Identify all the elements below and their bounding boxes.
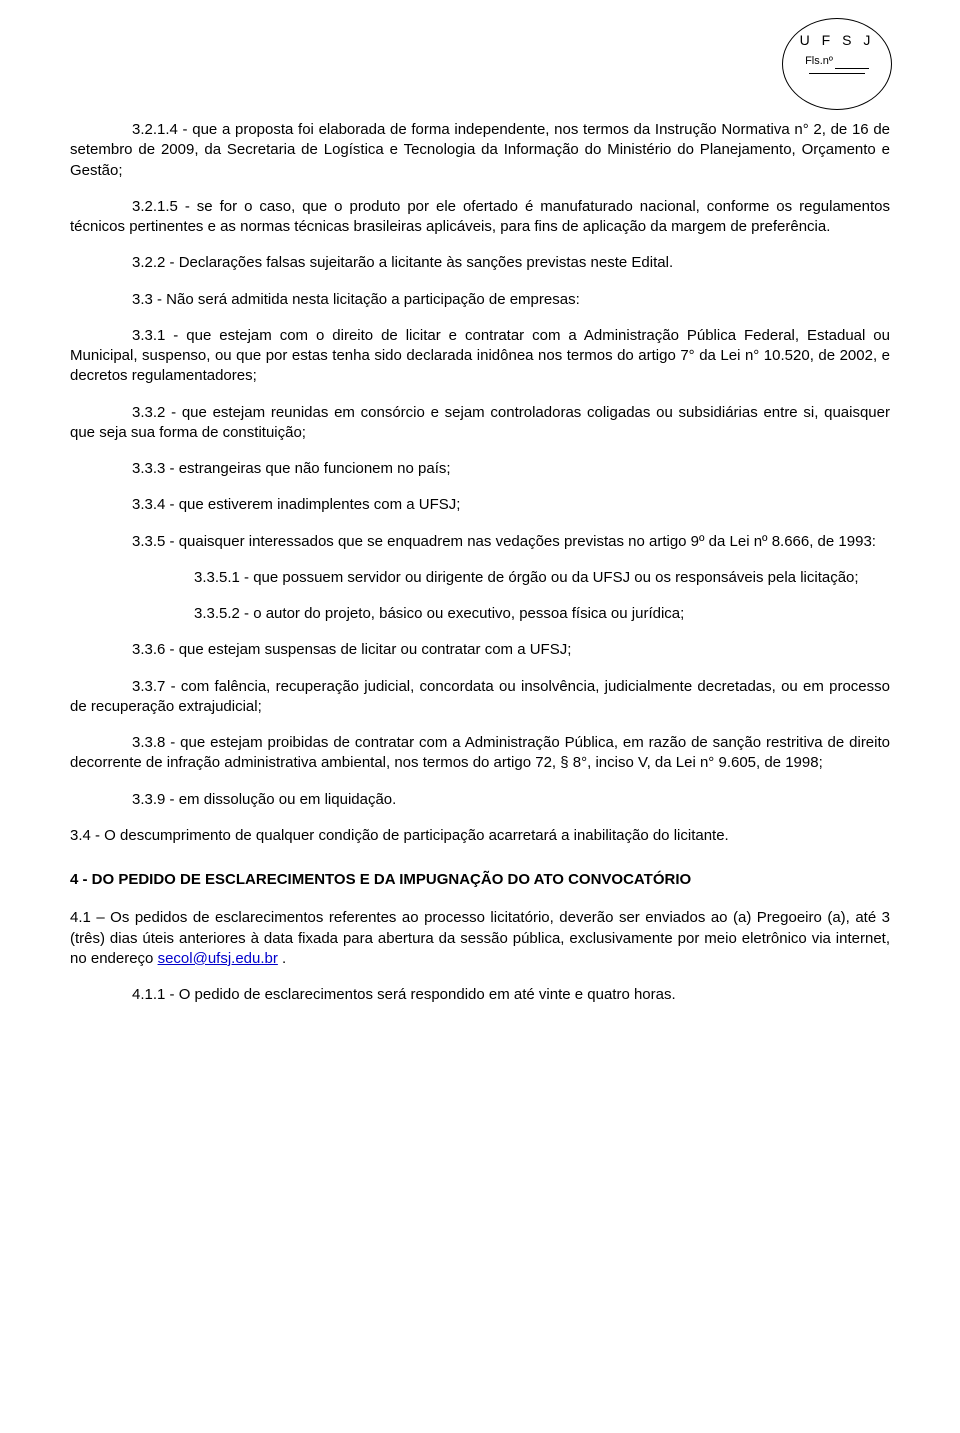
para-3-3: 3.3 - Não será admitida nesta licitação … xyxy=(70,290,890,310)
section-4-title: 4 - DO PEDIDO DE ESCLARECIMENTOS E DA IM… xyxy=(70,870,890,890)
para-3-2-2: 3.2.2 - Declarações falsas sujeitarão a … xyxy=(70,253,890,273)
para-3-3-5-1: 3.3.5.1 - que possuem servidor ou dirige… xyxy=(70,568,890,588)
para-4-1-text-b: . xyxy=(278,950,286,967)
stamp-fls-label: Fls.nº xyxy=(805,55,833,67)
para-3-3-3: 3.3.3 - estrangeiras que não funcionem n… xyxy=(70,459,890,479)
para-3-3-5-2: 3.3.5.2 - o autor do projeto, básico ou … xyxy=(70,604,890,624)
para-3-3-7: 3.3.7 - com falência, recuperação judici… xyxy=(70,677,890,718)
para-3-3-2: 3.3.2 - que estejam reunidas em consórci… xyxy=(70,403,890,444)
para-3-3-6: 3.3.6 - que estejam suspensas de licitar… xyxy=(70,640,890,660)
para-3-3-9: 3.3.9 - em dissolução ou em liquidação. xyxy=(70,790,890,810)
stamp-fls: Fls.nº xyxy=(783,54,891,69)
para-3-3-8: 3.3.8 - que estejam proibidas de contrat… xyxy=(70,733,890,774)
para-4-1: 4.1 – Os pedidos de esclarecimentos refe… xyxy=(70,908,890,969)
page-stamp: U F S J Fls.nº xyxy=(782,18,892,110)
para-4-1-1: 4.1.1 - O pedido de esclarecimentos será… xyxy=(70,985,890,1005)
para-3-3-5: 3.3.5 - quaisquer interessados que se en… xyxy=(70,532,890,552)
para-3-2-1-4: 3.2.1.4 - que a proposta foi elaborada d… xyxy=(70,120,890,181)
email-link[interactable]: secol@ufsj.edu.br xyxy=(158,950,278,967)
document-body: 3.2.1.4 - que a proposta foi elaborada d… xyxy=(70,120,890,1005)
para-3-2-1-5: 3.2.1.5 - se for o caso, que o produto p… xyxy=(70,197,890,238)
para-3-3-1: 3.3.1 - que estejam com o direito de lic… xyxy=(70,326,890,387)
para-3-3-4: 3.3.4 - que estiverem inadimplentes com … xyxy=(70,495,890,515)
stamp-org: U F S J xyxy=(783,31,891,50)
para-3-4: 3.4 - O descumprimento de qualquer condi… xyxy=(70,826,890,846)
